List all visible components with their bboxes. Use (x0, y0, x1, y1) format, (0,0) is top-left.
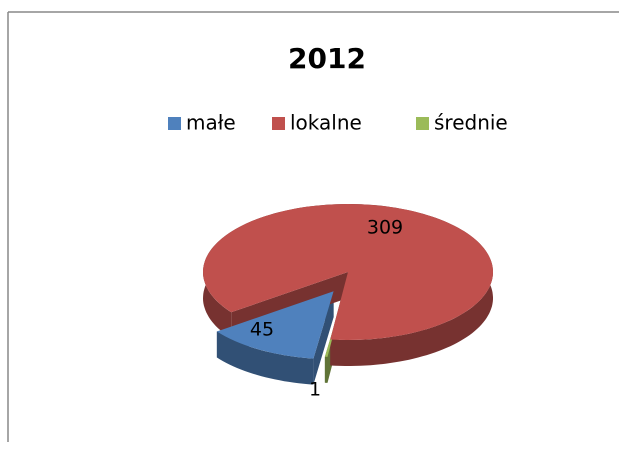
chart-title: 2012 (288, 42, 366, 75)
legend-swatch (168, 117, 181, 130)
legend-label: małe (186, 111, 236, 135)
legend-swatch (272, 117, 285, 130)
legend-swatch (416, 117, 429, 130)
value-label: 45 (250, 319, 274, 341)
value-label: 1 (309, 379, 321, 401)
pie-slice (216, 291, 334, 359)
value-label: 309 (367, 217, 403, 239)
legend-label: lokalne (290, 111, 362, 135)
pie-slice (203, 204, 494, 341)
slice-wall (324, 356, 328, 383)
slice-wall (216, 331, 314, 385)
legend-label: średnie (434, 111, 508, 135)
